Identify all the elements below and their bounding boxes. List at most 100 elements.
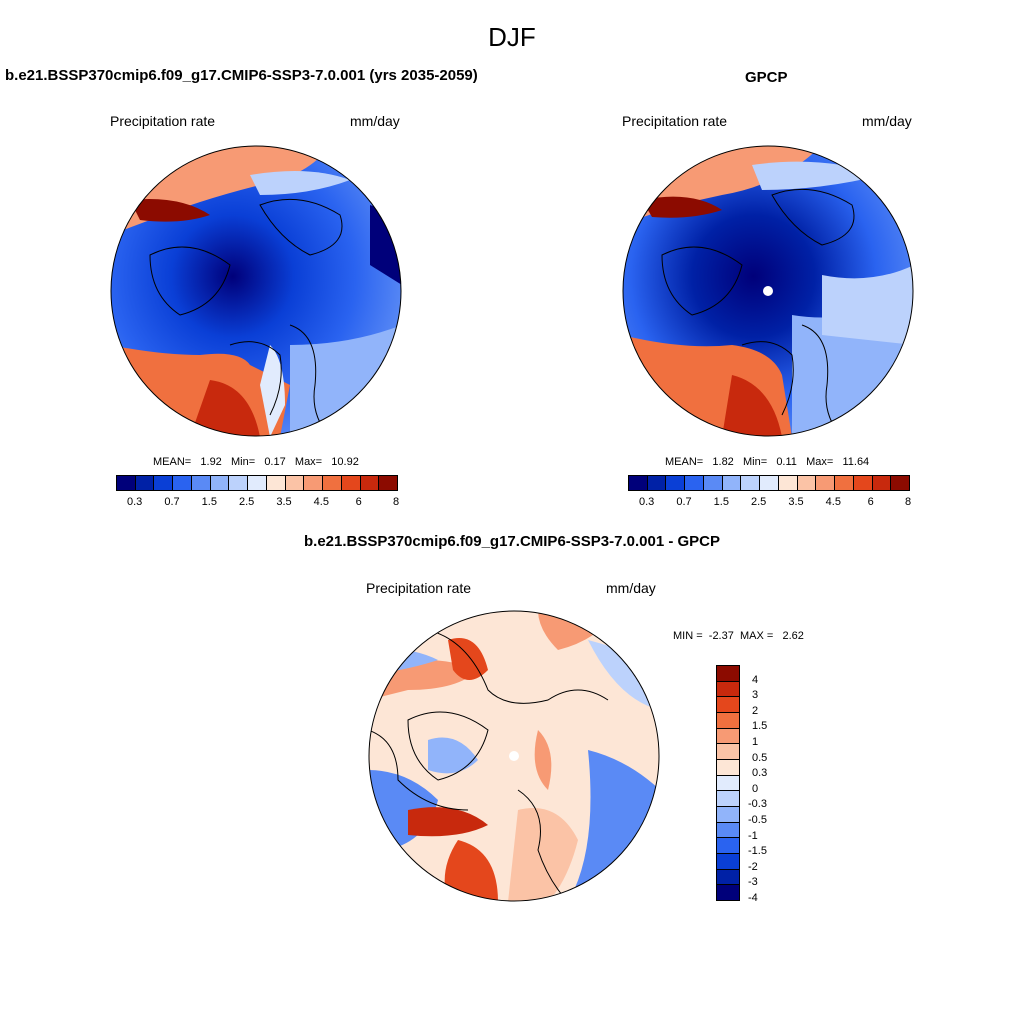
colorbar-swatch (835, 476, 854, 490)
panel1-colorbar (116, 475, 398, 491)
panel1-max-label: Max= (294, 456, 323, 468)
panel2-min-label: Min= (742, 456, 768, 468)
colorbar-swatch (135, 476, 155, 490)
colorbar-tick-label: -3 (748, 876, 758, 889)
panel1-stats: MEAN= 1.92 Min= 0.17 Max= 10.92 (153, 456, 359, 468)
colorbar-swatch (797, 476, 817, 490)
colorbar-tick-label: 1.5 (201, 496, 217, 508)
panel3-polar-map (368, 610, 660, 902)
colorbar-swatch (647, 476, 667, 490)
colorbar-tick-label: 2.5 (751, 496, 767, 508)
colorbar-tick-label: 8 (904, 496, 912, 508)
panel1-min-value: 0.17 (264, 456, 286, 468)
colorbar-swatch (717, 838, 739, 855)
colorbar-tick-label: 0.7 (676, 496, 692, 508)
colorbar-swatch (717, 760, 739, 776)
panel1-max-value: 10.92 (331, 456, 359, 468)
colorbar-swatch (717, 807, 739, 823)
colorbar-swatch (717, 728, 739, 745)
colorbar-swatch (778, 476, 798, 490)
panel2-mean-label: MEAN= (665, 456, 704, 468)
colorbar-swatch (872, 476, 892, 490)
panel2-title: GPCP (745, 69, 788, 86)
panel3-max-label: MAX = (739, 630, 774, 642)
panel1-title: b.e21.BSSP370cmip6.f09_g17.CMIP6-SSP3-7.… (5, 67, 478, 84)
colorbar-swatch (741, 476, 761, 490)
colorbar-tick-label: 4 (752, 673, 759, 686)
colorbar-swatch (722, 476, 742, 490)
colorbar-tick-label: -1.5 (748, 845, 767, 858)
panel2-polar-map (622, 145, 914, 437)
colorbar-swatch (629, 476, 648, 490)
colorbar-swatch (341, 476, 361, 490)
colorbar-swatch (717, 869, 739, 886)
colorbar-tick-label: 1.5 (752, 720, 768, 733)
panel1-mean-value: 1.92 (200, 456, 222, 468)
colorbar-tick-label: 0 (752, 782, 759, 795)
colorbar-swatch (717, 822, 739, 839)
colorbar-tick-label: 6 (355, 496, 362, 508)
colorbar-swatch (717, 681, 739, 698)
colorbar-tick-label: 6 (867, 496, 874, 508)
colorbar-swatch (117, 476, 136, 490)
colorbar-tick-label: -0.3 (748, 798, 767, 811)
panel2-max-value: 11.64 (842, 456, 870, 468)
panel3-min-value: -2.37 (708, 630, 734, 642)
colorbar-swatch (717, 713, 739, 729)
colorbar-swatch (703, 476, 723, 490)
panel2-max-label: Max= (806, 456, 834, 468)
panel3-title: b.e21.BSSP370cmip6.f09_g17.CMIP6-SSP3-7.… (303, 533, 721, 550)
colorbar-tick-label: 0.3 (639, 496, 655, 508)
colorbar-swatch (266, 476, 286, 490)
colorbar-tick-label: 0.3 (127, 496, 143, 508)
panel2-colorbar-ticks: 0.3 0.7 1.5 2.5 3.5 4.5 6 8 (628, 496, 911, 510)
colorbar-swatch (853, 476, 873, 490)
colorbar-swatch (717, 885, 739, 901)
colorbar-swatch (323, 476, 342, 490)
panel2-colorbar (628, 475, 910, 491)
colorbar-swatch (717, 775, 739, 792)
colorbar-swatch (717, 854, 739, 870)
panel1-min-label: Min= (230, 456, 256, 468)
panel3-stats: MIN = -2.37 MAX = 2.62 (673, 630, 804, 642)
colorbar-swatch (891, 476, 910, 490)
colorbar-swatch (304, 476, 324, 490)
colorbar-tick-label: 4.5 (313, 496, 329, 508)
colorbar-swatch (760, 476, 779, 490)
colorbar-swatch (360, 476, 380, 490)
panel3-max-value: 2.62 (782, 630, 804, 642)
panel1-units-label: mm/day (350, 113, 400, 129)
colorbar-swatch (717, 744, 739, 761)
colorbar-swatch (816, 476, 836, 490)
colorbar-swatch (248, 476, 267, 490)
colorbar-tick-label: 0.3 (752, 767, 768, 780)
colorbar-tick-label: 3 (752, 689, 759, 702)
colorbar-tick-label: -2 (748, 860, 758, 873)
colorbar-swatch (717, 697, 739, 714)
panel3-colorbar (716, 665, 740, 901)
colorbar-swatch (717, 666, 739, 682)
panel3-variable-label: Precipitation rate (366, 580, 472, 596)
panel3-colorbar-ticks: 4 3 2 1.5 1 0.5 0.3 0 -0.3 -0.5 -1 -1.5 -2 -3 -4 (748, 665, 788, 904)
colorbar-tick-label: 4.5 (825, 496, 841, 508)
colorbar-swatch (285, 476, 305, 490)
colorbar-tick-label: -1 (748, 829, 758, 842)
panel3-units-label: mm/day (606, 580, 656, 596)
panel2-mean-value: 1.82 (712, 456, 734, 468)
colorbar-tick-label: 2 (752, 704, 759, 717)
colorbar-swatch (229, 476, 249, 490)
colorbar-tick-label: 8 (392, 496, 400, 508)
colorbar-swatch (685, 476, 704, 490)
colorbar-swatch (379, 476, 398, 490)
colorbar-swatch (717, 791, 739, 808)
panel1-mean-label: MEAN= (153, 456, 192, 468)
panel2-variable-label: Precipitation rate (622, 113, 728, 129)
panel3-min-label: MIN = (673, 630, 703, 642)
colorbar-swatch (191, 476, 211, 490)
colorbar-swatch (210, 476, 230, 490)
colorbar-tick-label: 0.5 (752, 751, 768, 764)
colorbar-swatch (666, 476, 686, 490)
panel1-colorbar-ticks: 0.3 0.7 1.5 2.5 3.5 4.5 6 8 (116, 496, 399, 510)
colorbar-tick-label: 1.5 (713, 496, 729, 508)
panel1-polar-map (110, 145, 402, 437)
